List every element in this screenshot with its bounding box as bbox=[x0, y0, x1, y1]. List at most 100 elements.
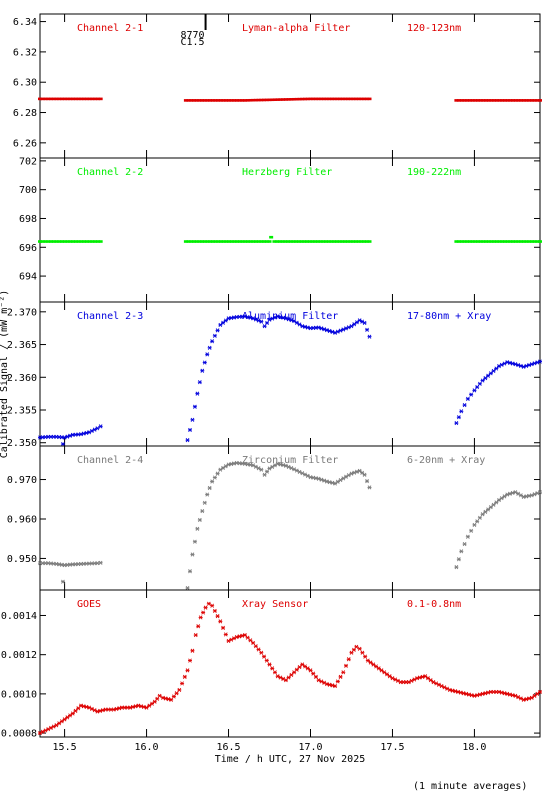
data-point bbox=[486, 690, 491, 695]
data-point bbox=[527, 696, 532, 701]
panel-label: Herzberg Filter bbox=[242, 167, 332, 178]
panel-label: Aluminium Filter bbox=[242, 311, 338, 322]
data-point bbox=[174, 691, 179, 696]
panel-channel-2-1: 6.26 6.28 6.30 6.32 6.34 Channel 2-1 Lyman-alp… bbox=[13, 13, 542, 159]
data-point bbox=[111, 707, 116, 712]
data-point bbox=[270, 666, 275, 671]
data-point bbox=[532, 693, 537, 698]
data-point bbox=[466, 692, 471, 697]
y-tick-label: 0.970 bbox=[7, 475, 37, 486]
data-point bbox=[367, 485, 372, 490]
y-tick-label: 0.0008 bbox=[1, 729, 37, 740]
data-point bbox=[248, 315, 253, 320]
data-point bbox=[210, 603, 215, 608]
panel-label: Channel 2-2 bbox=[77, 167, 143, 178]
data-point bbox=[193, 632, 198, 638]
data-point bbox=[521, 494, 526, 499]
data-point bbox=[248, 462, 253, 467]
data-point bbox=[84, 430, 89, 435]
data-point bbox=[303, 324, 308, 329]
data-point bbox=[188, 427, 192, 433]
data-point bbox=[160, 695, 165, 700]
data-point bbox=[538, 490, 542, 495]
data-point bbox=[200, 368, 205, 373]
y-tick-label: 0.960 bbox=[7, 514, 37, 525]
data-point bbox=[81, 431, 86, 436]
data-point bbox=[363, 654, 368, 659]
x-tick-label: 17.0 bbox=[298, 742, 322, 753]
data-point bbox=[195, 391, 200, 396]
data-point bbox=[262, 324, 267, 329]
panel-frame bbox=[39, 589, 541, 738]
data-point bbox=[425, 676, 430, 681]
data-point bbox=[415, 676, 420, 681]
data-point bbox=[210, 479, 215, 484]
data-point bbox=[499, 690, 504, 695]
data-point bbox=[330, 480, 335, 485]
data-point bbox=[245, 314, 250, 320]
data-point bbox=[357, 646, 362, 651]
data-point bbox=[221, 320, 226, 325]
data-point bbox=[524, 494, 529, 499]
y-tick-label: 2.350 bbox=[7, 438, 37, 449]
data-point bbox=[454, 421, 459, 426]
data-point bbox=[507, 360, 512, 365]
data-point bbox=[469, 392, 474, 397]
data-point bbox=[510, 693, 515, 698]
data-point bbox=[207, 485, 212, 491]
data-point bbox=[157, 693, 162, 698]
data-point bbox=[197, 380, 202, 385]
data-point bbox=[223, 318, 228, 323]
data-point bbox=[313, 476, 318, 481]
data-point bbox=[206, 601, 211, 606]
data-point bbox=[308, 475, 313, 480]
data-point bbox=[218, 322, 223, 327]
y-tick-label: 2.370 bbox=[7, 307, 37, 318]
data-point bbox=[469, 528, 474, 533]
data-point bbox=[327, 682, 332, 687]
data-point bbox=[454, 565, 459, 570]
data-point bbox=[98, 708, 103, 713]
data-point bbox=[362, 320, 367, 326]
y-axis-title: Calibrated Signal / (mW m⁻²) bbox=[0, 290, 10, 459]
data-point bbox=[59, 719, 64, 724]
data-point bbox=[262, 472, 267, 477]
data-point bbox=[335, 679, 340, 684]
data-point bbox=[491, 502, 496, 507]
panel-label: Channel 2-4 bbox=[77, 455, 143, 466]
data-point bbox=[133, 704, 138, 709]
data-point bbox=[215, 614, 220, 619]
data-series bbox=[38, 97, 542, 102]
data-point bbox=[469, 693, 474, 698]
data-point bbox=[472, 522, 477, 527]
data-point bbox=[423, 674, 428, 679]
data-point bbox=[221, 625, 226, 630]
data-point bbox=[171, 694, 176, 699]
data-point bbox=[65, 715, 70, 720]
data-point bbox=[379, 668, 384, 673]
y-tick-label: 696 bbox=[19, 243, 37, 254]
data-point bbox=[491, 368, 496, 374]
data-point bbox=[253, 644, 258, 649]
data-point bbox=[382, 670, 387, 675]
y-tick-label: 700 bbox=[19, 185, 37, 196]
data-point bbox=[231, 461, 236, 466]
data-point bbox=[483, 509, 488, 514]
data-point bbox=[456, 557, 461, 562]
panel-goes: 0.0008 0.0010 0.0012 0.0014 GOES Xray Sensor 0… bbox=[1, 589, 542, 740]
data-point bbox=[338, 674, 343, 679]
data-point bbox=[205, 352, 210, 357]
data-point bbox=[128, 705, 133, 710]
y-tick-label: 702 bbox=[19, 156, 37, 167]
data-point bbox=[371, 662, 376, 667]
data-point bbox=[464, 691, 469, 696]
panel-frame bbox=[39, 301, 541, 447]
data-point bbox=[521, 697, 526, 702]
y-tick-label: 0.950 bbox=[7, 554, 37, 565]
data-point bbox=[480, 691, 485, 696]
data-point bbox=[60, 579, 65, 584]
data-point bbox=[234, 634, 239, 640]
data-point bbox=[480, 378, 485, 383]
data-point bbox=[180, 681, 185, 686]
panel-channel-2-3: 2.350 2.355 2.360 2.365 2.370 Channel 2-3 Alum… bbox=[7, 301, 542, 449]
